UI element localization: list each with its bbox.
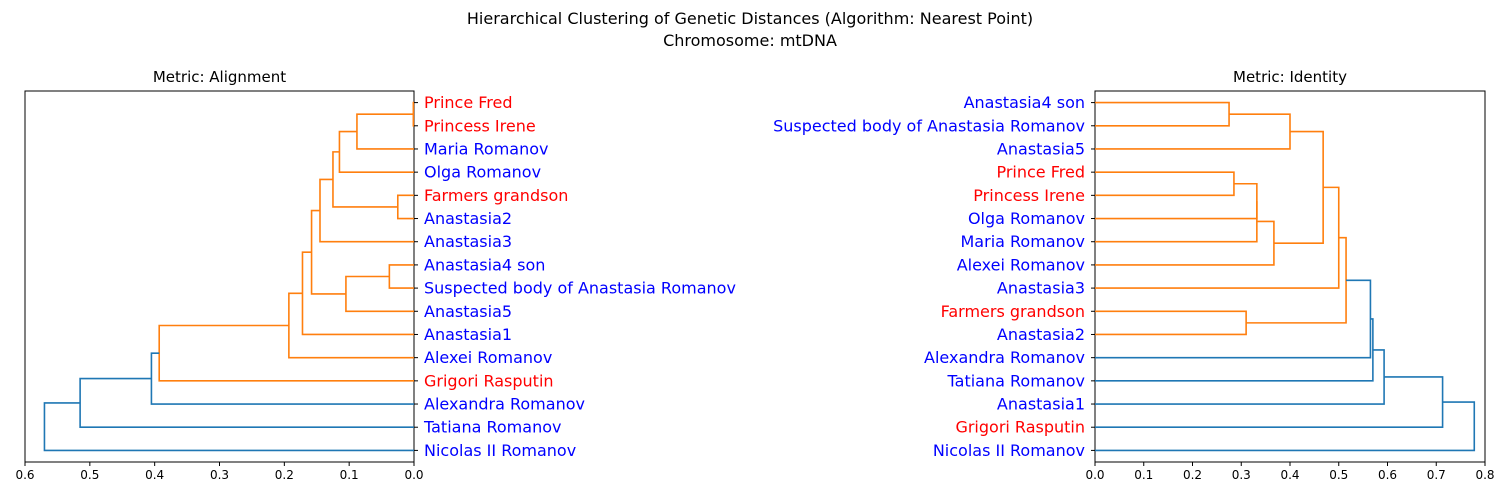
dendrogram-link <box>338 130 414 173</box>
x-tick-label: 0.0 <box>1085 468 1104 482</box>
leaf-label: Alexei Romanov <box>957 255 1085 274</box>
dendrogram-link <box>1095 220 1275 266</box>
panel-title-identity: Metric: Identity <box>1233 68 1347 86</box>
x-tick-label: 0.4 <box>145 468 164 482</box>
x-tick-label: 0.1 <box>340 468 359 482</box>
leaf-label: Anastasia1 <box>997 395 1085 414</box>
leaf-label: Anastasia2 <box>997 325 1085 344</box>
x-tick-label: 0.7 <box>1427 468 1446 482</box>
dendrogram-link <box>1095 401 1476 452</box>
leaf-labels-alignment: Prince Fred Princess Irene Maria Romanov Ol… <box>414 93 736 460</box>
x-axis-identity: 0.0 0.1 0.2 0.3 0.4 0.5 0.6 0.7 0.8 <box>1085 462 1495 482</box>
figure-subtitle: Chromosome: mtDNA <box>663 31 837 50</box>
dendrogram-link <box>310 209 346 295</box>
leaf-label: Anastasia3 <box>997 279 1085 298</box>
leaf-label: Prince Fred <box>424 93 513 112</box>
dendrogram-link <box>412 101 415 127</box>
leaf-label: Princess Irene <box>424 116 536 135</box>
leaf-label: Nicolas II Romanov <box>933 441 1085 460</box>
x-tick-label: 0.0 <box>404 468 423 482</box>
leaf-label: Alexandra Romanov <box>424 395 585 414</box>
leaf-label: Tatiana Romanov <box>947 371 1085 390</box>
dendrogram-link <box>1095 279 1372 359</box>
dendrogram-links-alignment <box>43 101 415 452</box>
x-tick-label: 0.1 <box>1134 468 1153 482</box>
leaf-label: Anastasia2 <box>424 209 512 228</box>
dendrogram-link <box>319 178 414 243</box>
leaf-label: Farmers grandson <box>424 186 568 205</box>
leaf-label: Grigori Rasputin <box>424 371 554 390</box>
leaf-label: Grigori Rasputin <box>955 418 1085 437</box>
dendrogram-link <box>1095 310 1247 336</box>
dendrogram-link <box>1095 182 1258 220</box>
leaf-label: Anastasia4 son <box>964 93 1085 112</box>
x-tick-label: 0.2 <box>275 468 294 482</box>
dendrogram-link <box>1095 318 1374 382</box>
leaf-label: Anastasia5 <box>997 139 1085 158</box>
dendrogram-link <box>301 251 414 336</box>
x-tick-label: 0.2 <box>1183 468 1202 482</box>
dendrogram-link <box>332 151 398 208</box>
leaf-label: Anastasia4 son <box>424 255 545 274</box>
figure-title: Hierarchical Clustering of Genetic Dista… <box>467 9 1033 28</box>
dendrogram-link <box>345 275 414 313</box>
leaf-label: Maria Romanov <box>961 232 1086 251</box>
dendrogram-link <box>79 377 414 429</box>
dendrogram-link <box>396 194 414 220</box>
leaf-label: Maria Romanov <box>424 139 549 158</box>
leaf-label: Anastasia5 <box>424 302 512 321</box>
dendrogram-link <box>1095 376 1444 429</box>
leaf-label: Olga Romanov <box>968 209 1085 228</box>
x-tick-label: 0.6 <box>1378 468 1397 482</box>
dendrogram-alignment-panel: Metric: Alignment 0.6 0.5 0.4 0.3 0.2 0.1 0.0 … <box>15 68 735 482</box>
dendrogram-link <box>43 402 414 452</box>
dendrogram-link <box>150 352 414 405</box>
leaf-label: Suspected body of Anastasia Romanov <box>773 116 1085 135</box>
leaf-label: Alexandra Romanov <box>924 348 1085 367</box>
x-tick-label: 0.3 <box>1232 468 1251 482</box>
x-tick-label: 0.5 <box>1329 468 1348 482</box>
x-tick-label: 0.5 <box>80 468 99 482</box>
dendrogram-link <box>1095 113 1291 150</box>
dendrogram-link <box>1246 236 1347 324</box>
leaf-label: Anastasia3 <box>424 232 512 251</box>
leaf-labels-identity: Anastasia4 son Suspected body of Anastasi… <box>773 93 1095 460</box>
x-axis-alignment: 0.6 0.5 0.4 0.3 0.2 0.1 0.0 <box>15 462 424 482</box>
leaf-label: Princess Irene <box>973 186 1085 205</box>
leaf-label: Suspected body of Anastasia Romanov <box>424 279 736 298</box>
dendrogram-link <box>1095 201 1258 243</box>
x-tick-label: 0.6 <box>15 468 34 482</box>
x-tick-label: 0.8 <box>1475 468 1494 482</box>
leaf-label: Olga Romanov <box>424 163 541 182</box>
dendrogram-link <box>1095 101 1230 127</box>
dendrogram-identity-panel: Metric: Identity 0.0 0.1 0.2 0.3 0.4 0.5 0.6 0.… <box>773 68 1494 482</box>
x-tick-label: 0.4 <box>1280 468 1299 482</box>
dendrogram-links-identity <box>1095 101 1476 452</box>
leaf-label: Alexei Romanov <box>424 348 552 367</box>
dendrogram-link <box>288 292 414 359</box>
leaf-label: Farmers grandson <box>941 302 1085 321</box>
dendrogram-link <box>1095 171 1235 197</box>
dendrogram-link <box>1095 186 1340 289</box>
leaf-label: Nicolas II Romanov <box>424 441 576 460</box>
dendrogram-link <box>388 264 414 289</box>
leaf-label: Tatiana Romanov <box>423 418 561 437</box>
leaf-label: Prince Fred <box>996 163 1085 182</box>
panel-title-alignment: Metric: Alignment <box>153 68 286 86</box>
dendrogram-link <box>356 113 414 150</box>
x-tick-label: 0.3 <box>210 468 229 482</box>
leaf-label: Anastasia1 <box>424 325 512 344</box>
